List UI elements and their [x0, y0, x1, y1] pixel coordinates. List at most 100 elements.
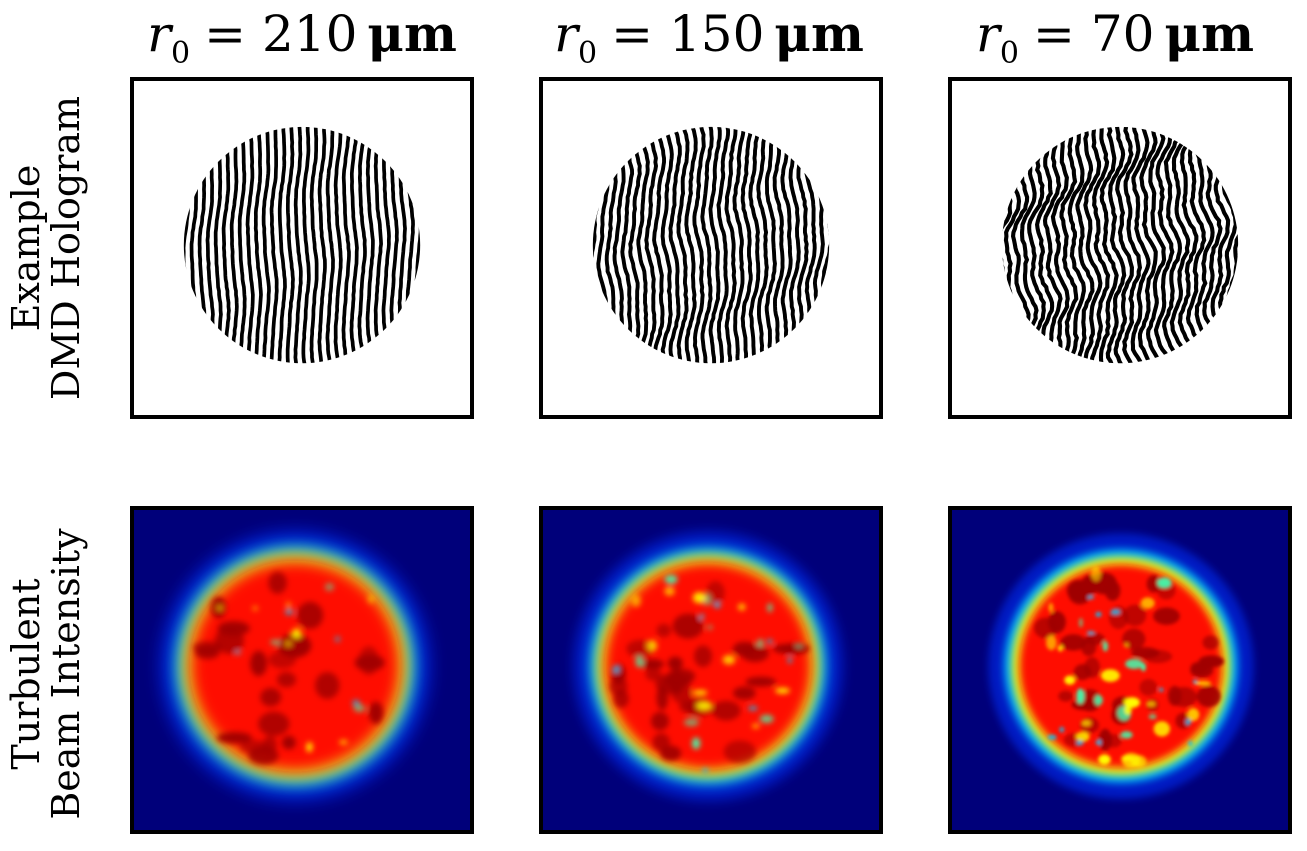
hologram-fringe — [724, 126, 738, 364]
speckle-dark — [1170, 686, 1197, 708]
speckle-dark — [672, 613, 704, 639]
hologram-fringe — [1027, 126, 1046, 364]
variable-r: r — [147, 5, 171, 63]
dmd-hologram-image — [175, 123, 421, 365]
speckle-hole — [759, 714, 774, 724]
speckle-hole — [1064, 675, 1076, 685]
hologram-fringe — [373, 126, 383, 364]
hologram-fringe — [357, 126, 367, 364]
speckle-dark — [780, 642, 810, 655]
speckle-hole — [664, 586, 675, 596]
beam-intensity-panel-r0-210 — [130, 506, 474, 834]
hologram-fringe — [269, 126, 279, 364]
unit-label: μm — [367, 4, 457, 63]
speckle-gap — [699, 613, 705, 620]
hologram-fringe — [229, 126, 239, 364]
hologram-fringe — [245, 126, 255, 364]
hologram-fringe — [1073, 126, 1095, 364]
speckle-hole — [795, 643, 803, 648]
speckle-hole — [1153, 721, 1171, 737]
hologram-panel-r0-210 — [130, 77, 474, 419]
hologram-fringe — [780, 126, 793, 364]
subscript-0: 0 — [999, 36, 1019, 71]
speckle-gap — [1059, 726, 1065, 733]
speckle-dark — [1175, 712, 1191, 729]
hologram-fringe — [692, 126, 706, 364]
hologram-panel-r0-150 — [539, 77, 883, 419]
speckle-dark — [651, 711, 669, 731]
speckle-gap — [612, 665, 620, 673]
hologram-fringe — [1089, 126, 1111, 364]
speckle-hole — [1081, 719, 1092, 727]
hologram-fringe — [636, 126, 650, 364]
speckle-hole — [1148, 714, 1157, 720]
speckle-gap — [1086, 630, 1095, 635]
row-label-line-2: DMD Hologram — [44, 95, 88, 401]
hologram-fringe — [389, 126, 399, 364]
beam-intensity-panel-r0-70 — [948, 506, 1292, 834]
beam-intensity-image — [158, 529, 432, 803]
speckle-dark — [1108, 605, 1129, 630]
speckle-hole — [751, 723, 760, 729]
hologram-fringe — [708, 126, 722, 364]
hologram-fringe — [748, 126, 762, 364]
speckle-gap — [335, 636, 340, 642]
subscript-0: 0 — [170, 36, 191, 71]
hologram-fringe — [397, 126, 407, 364]
speckle-gap — [1110, 609, 1121, 615]
hologram-fringe — [293, 126, 303, 364]
hologram-fringe — [1153, 126, 1175, 364]
subscript-0: 0 — [577, 36, 598, 71]
speckle-dark — [740, 644, 769, 662]
hologram-fringe — [1202, 126, 1223, 364]
column-header-r0-210: r0 = 210 μm — [122, 2, 482, 86]
hologram-fringe — [253, 126, 263, 364]
speckle-dark — [656, 623, 672, 638]
column-header-r0-150: r0 = 150 μm — [529, 2, 889, 86]
speckle-dark — [732, 686, 756, 700]
r0-value: 210 — [261, 5, 358, 63]
speckle-dark — [745, 676, 777, 687]
hologram-fringe — [1105, 126, 1127, 364]
hologram-fringe — [700, 126, 714, 364]
speckle-dark — [1073, 664, 1092, 681]
row-label-line-2: Beam Intensity — [44, 528, 88, 820]
speckle-hole — [1187, 708, 1200, 722]
hologram-fringe — [652, 126, 666, 364]
speckle-dark — [368, 701, 384, 725]
speckle-dark — [315, 672, 340, 699]
hologram-fringe — [740, 126, 754, 364]
speckle-dark — [1153, 607, 1180, 625]
hologram-fringe — [644, 126, 658, 364]
r0-value: 150 — [668, 5, 765, 63]
hologram-fringe — [189, 126, 199, 364]
speckle-hole — [1125, 658, 1144, 670]
hologram-fringe — [175, 123, 181, 365]
speckle-gap — [1192, 679, 1198, 684]
hologram-fringe — [205, 126, 215, 364]
speckle-dark — [258, 711, 290, 737]
speckle-hole — [1193, 681, 1212, 686]
hologram-fringe — [413, 126, 421, 364]
speckle-gap — [352, 700, 360, 706]
speckle-dark — [248, 746, 279, 765]
speckle-hole — [664, 574, 678, 585]
speckle-dark — [1058, 690, 1074, 702]
beam-core — [189, 560, 401, 772]
speckle-gap — [1076, 740, 1083, 746]
speckle-dark — [216, 732, 253, 744]
hologram-fringe — [1194, 126, 1215, 364]
hologram-fringe — [732, 126, 746, 364]
r0-value: 70 — [1090, 5, 1155, 63]
hologram-fringe — [1145, 126, 1167, 364]
beam-intensity-image — [573, 531, 843, 801]
speckle-dark — [268, 571, 287, 594]
speckle-gap — [767, 639, 773, 644]
hologram-fringe — [660, 126, 674, 364]
hologram-fringe — [628, 126, 642, 364]
speckle-dark — [1146, 575, 1161, 593]
hologram-fringe — [261, 126, 271, 364]
hologram-fringe — [756, 126, 769, 364]
speckle-hole — [1057, 645, 1063, 652]
beam-intensity-panel-r0-150 — [539, 506, 883, 834]
